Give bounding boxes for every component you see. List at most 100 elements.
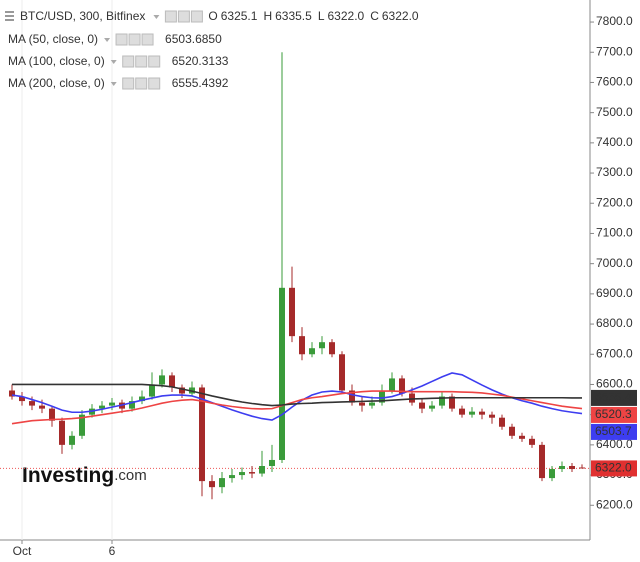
ohlc-key: C <box>370 9 379 23</box>
candle-body <box>369 402 375 406</box>
y-tick-label: 6400.0 <box>596 437 633 451</box>
candle-body <box>459 408 465 415</box>
settings-icon[interactable] <box>122 77 135 90</box>
candle-body <box>109 402 115 406</box>
legend-item: MA (100, close, 0) <box>8 54 105 68</box>
axis-value-box <box>591 460 637 477</box>
candle-body <box>409 393 415 403</box>
candle-body <box>39 405 45 409</box>
menu-icon[interactable] <box>5 11 14 21</box>
candle-body <box>219 478 225 488</box>
ohlc-key: O <box>208 9 217 23</box>
candle-body <box>169 375 175 388</box>
candle-body <box>59 420 65 445</box>
settings-icon[interactable] <box>115 33 128 46</box>
candle-body <box>359 402 365 406</box>
candle-body <box>499 417 505 427</box>
axis-value-box <box>591 423 637 440</box>
axis-value-label: 6520.3 <box>595 407 632 421</box>
y-tick-label: 7300.0 <box>596 165 633 179</box>
candle-body <box>289 287 295 337</box>
y-tick-label: 7000.0 <box>596 256 633 270</box>
candle-body <box>99 405 105 409</box>
candle-body <box>129 401 135 409</box>
candle-body <box>549 469 555 479</box>
settings-icon[interactable] <box>122 55 135 68</box>
candle-body <box>149 384 155 397</box>
candle-body <box>179 387 185 394</box>
ohlc-value: 6335.5 <box>275 9 312 23</box>
candle-body <box>69 435 75 445</box>
settings-icon[interactable] <box>190 10 203 23</box>
candle-body <box>319 342 325 349</box>
candle-body <box>469 411 475 415</box>
y-tick-label: 6600.0 <box>596 377 633 391</box>
candle-body <box>19 396 25 402</box>
candle-body <box>259 466 265 474</box>
dropdown-arrow[interactable] <box>110 60 117 64</box>
candle-body <box>229 475 235 479</box>
candle-body <box>559 466 565 470</box>
y-tick-label: 7100.0 <box>596 226 633 240</box>
candle-body <box>239 472 245 476</box>
settings-icon[interactable] <box>135 77 148 90</box>
axis-value-label: 6503.7 <box>595 424 632 438</box>
candle-body <box>539 444 545 479</box>
candle-body <box>519 435 525 439</box>
settings-icon[interactable] <box>177 10 190 23</box>
legend-title: BTC/USD, 300, Bitfinex <box>20 9 145 23</box>
legend-value: 6520.3133 <box>172 54 229 68</box>
candle-body <box>49 408 55 421</box>
legend-value: 6555.4392 <box>172 76 229 90</box>
candle-body <box>199 387 205 482</box>
candle-body <box>399 378 405 394</box>
settings-icon[interactable] <box>148 55 161 68</box>
axis-value-box <box>591 406 637 423</box>
y-tick-label: 7200.0 <box>596 195 633 209</box>
axis-value-label: 6555.4 <box>595 390 632 404</box>
watermark: Investing.com <box>22 464 147 487</box>
y-tick-label: 6700.0 <box>596 346 633 360</box>
candle-body <box>389 378 395 391</box>
candle-body <box>449 396 455 409</box>
dropdown-arrow[interactable] <box>110 82 117 86</box>
settings-icon[interactable] <box>135 55 148 68</box>
legend-item: MA (200, close, 0) <box>8 76 105 90</box>
x-tick-label: Oct <box>13 544 32 558</box>
candle-body <box>429 405 435 409</box>
candle-body <box>439 396 445 406</box>
ohlc-value: 6322.0 <box>382 9 419 23</box>
candle-body <box>489 414 495 418</box>
candle-body <box>349 390 355 403</box>
candle-body <box>569 466 575 470</box>
settings-icon[interactable] <box>141 33 154 46</box>
y-tick-label: 6800.0 <box>596 316 633 330</box>
candle-body <box>339 354 345 391</box>
y-tick-label: 7400.0 <box>596 135 633 149</box>
dropdown-arrow[interactable] <box>104 38 111 42</box>
ohlc-value: 6322.0 <box>328 9 365 23</box>
axis-value-box <box>591 389 637 406</box>
y-tick-label: 7500.0 <box>596 105 633 119</box>
settings-icon[interactable] <box>164 10 177 23</box>
watermark-brand: Investing <box>22 464 114 487</box>
settings-icon[interactable] <box>148 77 161 90</box>
candle-body <box>139 396 145 402</box>
candle-body <box>579 467 585 469</box>
ma-line <box>12 383 583 407</box>
settings-icon[interactable] <box>128 33 141 46</box>
candle-body <box>309 348 315 355</box>
ohlc-value: 6325.1 <box>221 9 258 23</box>
candle-body <box>419 402 425 409</box>
candle-body <box>79 414 85 436</box>
ohlc-key: H <box>263 9 272 23</box>
legend-value: 6503.6850 <box>165 32 222 46</box>
dropdown-arrow[interactable] <box>153 15 160 19</box>
candle-body <box>9 390 15 397</box>
y-tick-label: 7800.0 <box>596 14 633 28</box>
candle-body <box>279 287 285 460</box>
ohlc-key: L <box>318 9 325 23</box>
y-tick-label: 6900.0 <box>596 286 633 300</box>
